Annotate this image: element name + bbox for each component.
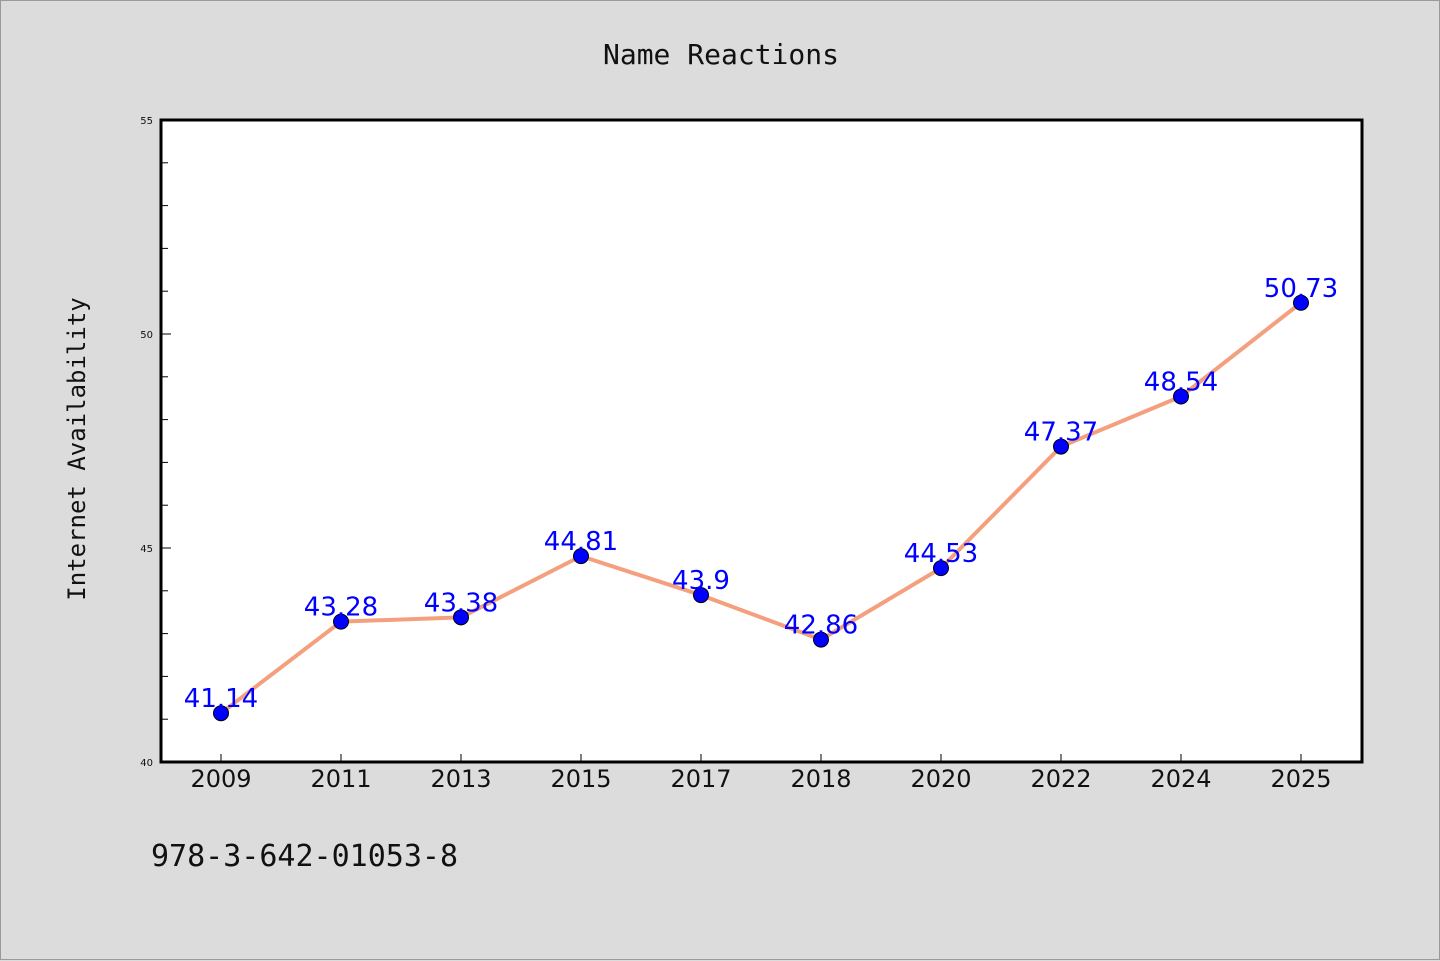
- y-tick-label: 55: [140, 116, 153, 127]
- series-line: [219, 300, 1303, 716]
- x-tick-label: 2011: [310, 765, 371, 793]
- data-point: [573, 548, 589, 565]
- x-tick-label: 2009: [190, 765, 251, 793]
- data-point: [1293, 294, 1309, 311]
- data-label: 44.53: [904, 539, 978, 569]
- data-label: 48.54: [1144, 367, 1218, 397]
- x-tick-label: 2020: [910, 765, 971, 793]
- data-point: [1053, 438, 1069, 455]
- data-label: 43.9: [672, 566, 730, 596]
- series-line-group: [219, 300, 1303, 716]
- data-label: 47.37: [1024, 418, 1098, 448]
- y-tick-label: 45: [140, 544, 153, 555]
- x-tick-label: 2025: [1270, 765, 1331, 793]
- data-point: [333, 613, 349, 630]
- x-tick-label: 2015: [550, 765, 611, 793]
- data-label: 44.81: [544, 527, 618, 557]
- data-labels: 41.14 43.28 43.38 44.81 43.9 42.86 44.53 47.37 4…: [184, 274, 1338, 714]
- x-tick-label: 2024: [1150, 765, 1211, 793]
- data-point: [213, 705, 229, 722]
- plot-area: [159, 118, 1364, 764]
- data-points: [213, 294, 1309, 722]
- data-label: 42.86: [784, 611, 858, 641]
- y-axis-label: Internet Availability: [63, 297, 91, 600]
- data-point: [813, 631, 829, 648]
- data-point: [453, 609, 469, 626]
- data-label: 50.73: [1264, 274, 1338, 304]
- x-tick-label: 2022: [1030, 765, 1091, 793]
- y-minor-ticks: [161, 119, 171, 763]
- y-axis-ticks: 40 45 50 55: [140, 116, 153, 769]
- data-point: [933, 560, 949, 577]
- y-tick-label: 50: [140, 330, 153, 341]
- x-tick-label: 2017: [670, 765, 731, 793]
- x-axis-ticks: 2009 2011 2013 2015 2017 2018 2020 2022 2024 2025: [190, 754, 1332, 793]
- chart-title: Name Reactions: [603, 38, 839, 71]
- data-label: 43.28: [304, 593, 378, 623]
- data-point: [693, 587, 709, 604]
- x-tick-label: 2018: [790, 765, 851, 793]
- data-label: 41.14: [184, 684, 258, 714]
- data-point: [1173, 388, 1189, 405]
- x-tick-label: 2013: [430, 765, 491, 793]
- data-label: 43.38: [424, 588, 498, 618]
- isbn-footnote: 978-3-642-01053-8: [151, 839, 458, 874]
- y-tick-label: 40: [140, 758, 153, 769]
